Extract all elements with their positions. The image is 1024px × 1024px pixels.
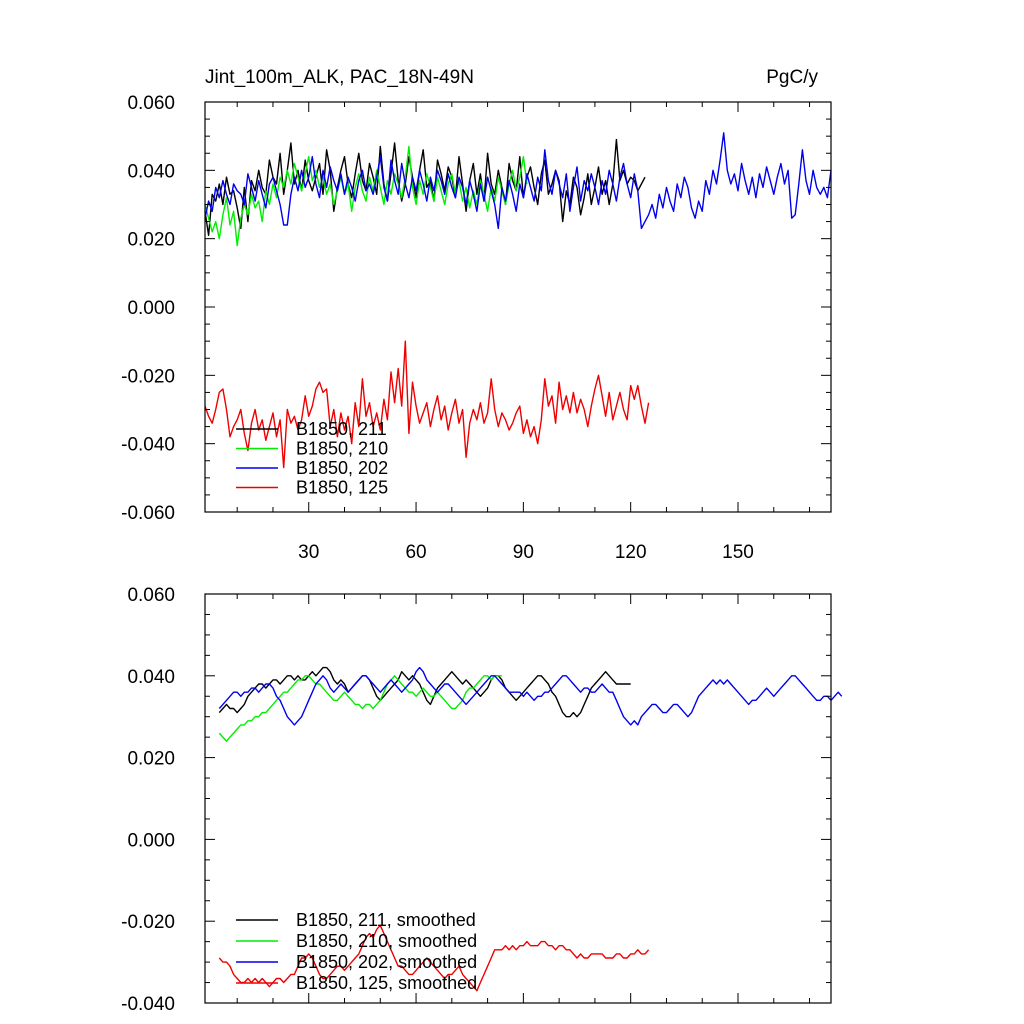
y-tick-label: -0.020	[121, 366, 175, 387]
series-line-top-0	[204, 138, 646, 237]
legend-label: B1850, 202	[296, 458, 388, 478]
legend-label: B1850, 202, smoothed	[296, 952, 477, 972]
legend-label: B1850, 210, smoothed	[296, 931, 477, 951]
x-tick-label: 120	[615, 542, 647, 563]
y-tick-label: -0.020	[121, 912, 175, 933]
y-tick-label: 0.060	[127, 585, 175, 606]
legend-label: B1850, 211, smoothed	[296, 910, 476, 930]
y-tick-label: 0.000	[127, 830, 175, 851]
series-line-top-3	[204, 340, 650, 469]
x-tick-label: 150	[722, 542, 754, 563]
units-label: PgC/y	[766, 67, 818, 88]
chart-title: Jint_100m_ALK, PAC_18N-49N	[205, 67, 474, 88]
legend-label: B1850, 125, smoothed	[296, 973, 477, 993]
y-tick-label: 0.000	[127, 298, 175, 319]
y-tick-label: 0.020	[127, 230, 175, 251]
bottom-panel: 0.060 0.040 0.020 0.000 -0.020 -0.040 B1850, 2…	[121, 585, 843, 1015]
x-tick-label: 30	[298, 542, 319, 563]
y-tick-label: -0.040	[121, 435, 175, 456]
y-tick-label: 0.040	[127, 161, 175, 182]
legend-label: B1850, 125	[296, 478, 388, 498]
x-tick-label: 90	[513, 542, 534, 563]
x-tick-label: 60	[405, 542, 426, 563]
series-line-top-2	[204, 132, 832, 230]
y-tick-label: 0.020	[127, 749, 175, 770]
series-line-top-1	[204, 145, 528, 247]
legend-label: B1850, 210	[296, 439, 388, 459]
top-panel: 0.060 0.040 0.020 0.000 -0.020 -0.040 -0.060 30…	[121, 93, 832, 563]
y-tick-label: 0.060	[127, 93, 175, 114]
series-line-bottom-0	[218, 666, 631, 718]
y-tick-label: -0.060	[121, 503, 175, 524]
y-tick-label: -0.040	[121, 994, 175, 1015]
series-line-bottom-3	[218, 924, 650, 992]
series-line-bottom-1	[218, 675, 502, 742]
legend-label: B1850, 211	[296, 419, 387, 439]
y-tick-label: 0.040	[127, 667, 175, 688]
series-line-bottom-2	[218, 666, 843, 726]
